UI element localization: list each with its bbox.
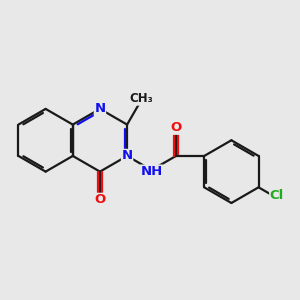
- Text: N: N: [122, 149, 133, 163]
- Text: CH₃: CH₃: [129, 92, 153, 105]
- Text: NH: NH: [140, 165, 163, 178]
- Text: O: O: [94, 194, 106, 206]
- Text: O: O: [170, 121, 182, 134]
- Text: Cl: Cl: [270, 189, 284, 202]
- Text: N: N: [94, 102, 106, 116]
